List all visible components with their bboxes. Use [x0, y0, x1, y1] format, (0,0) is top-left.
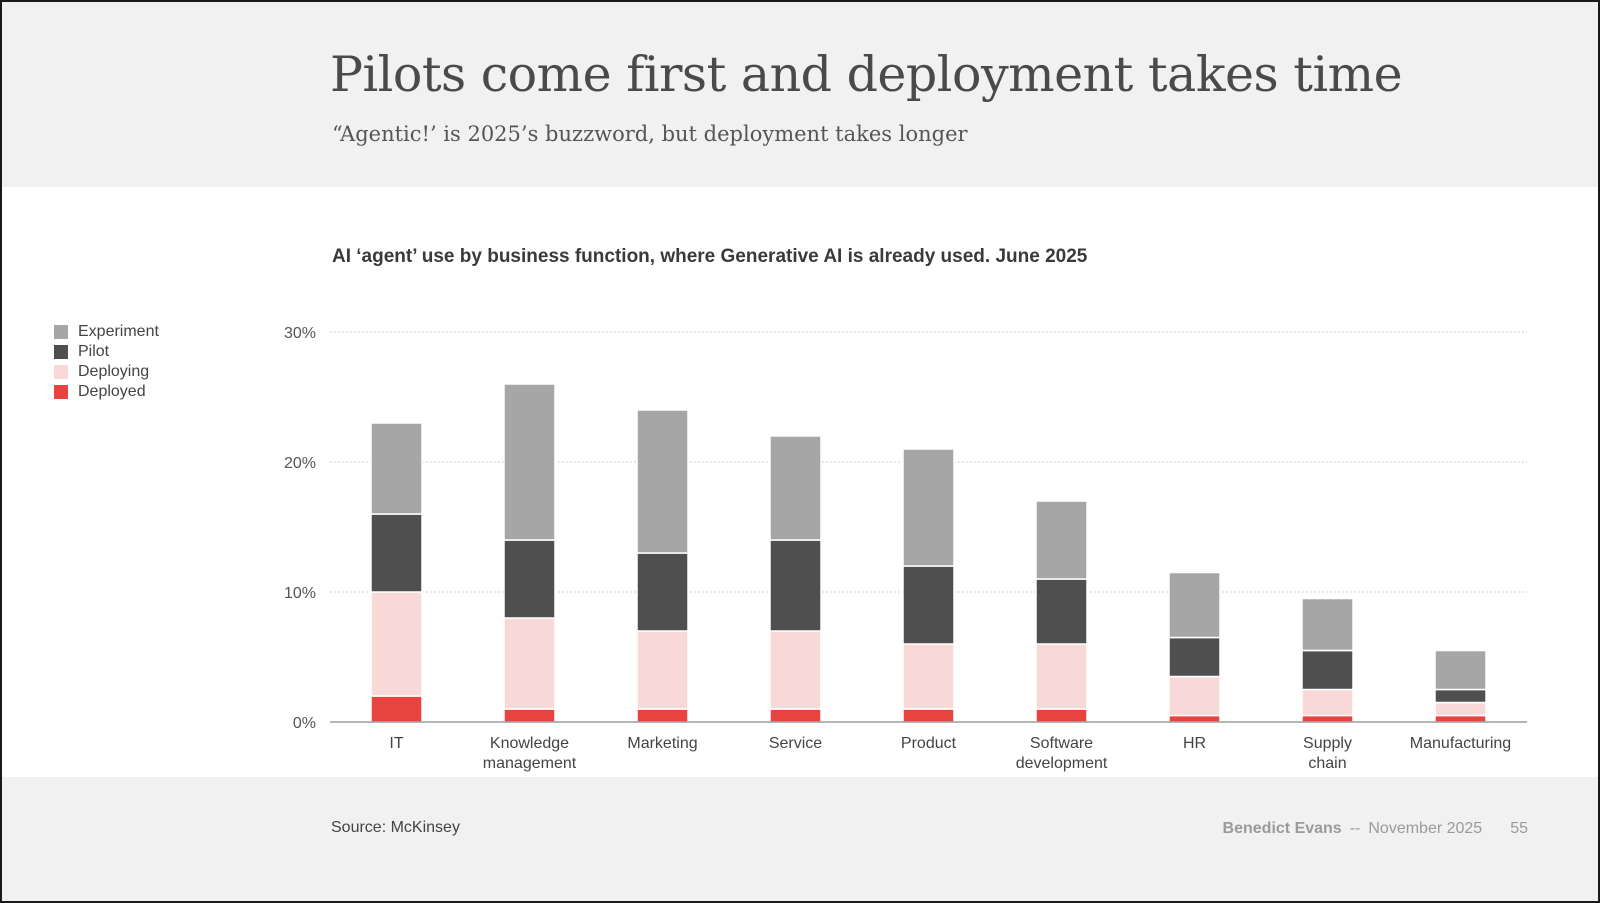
bar-segment-experiment	[1434, 649, 1487, 691]
page-number: 55	[1510, 820, 1528, 837]
legend-swatch-deployed	[54, 385, 68, 399]
footer-band: Source: McKinsey Benedict Evans -- Novembe…	[2, 777, 1598, 901]
source-note: Source: McKinsey	[331, 819, 460, 836]
x-category-label-line: chain	[1308, 755, 1346, 772]
bar-segment-experiment	[769, 435, 822, 541]
bar-segment-deploying	[1168, 675, 1221, 717]
header-band: Pilots come first and deployment takes t…	[2, 2, 1598, 187]
bar-segment-deploying	[370, 591, 423, 697]
bar-segment-pilot	[769, 539, 822, 632]
x-category-label-line: Product	[901, 735, 957, 752]
x-category-label-line: Software	[1030, 735, 1093, 752]
y-tick-label: 10%	[284, 585, 316, 602]
y-tick-label: 30%	[284, 325, 316, 342]
x-category-label-line: management	[483, 755, 577, 772]
legend-label-pilot: Pilot	[78, 343, 110, 360]
x-category-label: Marketing	[627, 735, 697, 752]
bar-segment-experiment	[1301, 597, 1354, 652]
bar-segment-deployed	[1168, 714, 1221, 723]
legend-item-deploying: Deploying	[54, 362, 159, 382]
bar-segment-pilot	[370, 513, 423, 593]
bar-segment-pilot	[1301, 649, 1354, 691]
bar-segment-experiment	[636, 409, 689, 554]
bar-segment-experiment	[503, 383, 556, 541]
legend-swatch-deploying	[54, 365, 68, 379]
y-tick-label: 0%	[293, 715, 316, 732]
bar-segment-pilot	[636, 552, 689, 632]
bar-segment-pilot	[503, 539, 556, 619]
bar-segment-deployed	[902, 708, 955, 723]
chart-title: AI ‘agent’ use by business function, whe…	[332, 246, 1088, 267]
x-category-label-line: IT	[389, 735, 403, 752]
bar-segment-experiment	[1035, 500, 1088, 580]
x-category-label: Product	[901, 735, 957, 752]
bar-segment-deployed	[1035, 708, 1088, 723]
x-category-label-line: Service	[769, 735, 822, 752]
bar-segment-deployed	[1301, 714, 1354, 723]
bar-segment-pilot	[902, 565, 955, 645]
legend-item-pilot: Pilot	[54, 342, 159, 362]
legend-swatch-pilot	[54, 345, 68, 359]
author-name: Benedict Evans	[1222, 820, 1342, 837]
x-category-label-line: development	[1016, 755, 1108, 772]
x-category-label-line: HR	[1183, 735, 1206, 752]
publication-date: November 2025	[1368, 820, 1483, 837]
bar-segment-experiment	[902, 448, 955, 567]
x-category-label: Supply chain	[1303, 735, 1352, 772]
legend-item-deployed: Deployed	[54, 382, 159, 402]
x-category-label-line: Manufacturing	[1410, 735, 1511, 752]
bar-segment-deploying	[902, 643, 955, 710]
bar-segment-pilot	[1035, 578, 1088, 645]
bar-segment-deployed	[769, 708, 822, 723]
bar-segment-deploying	[1434, 701, 1487, 717]
bar-segment-experiment	[1168, 571, 1221, 639]
legend-swatch-experiment	[54, 325, 68, 339]
x-category-label-line: Marketing	[627, 735, 697, 752]
x-category-label: Service	[769, 735, 822, 752]
bar-segment-deploying	[636, 630, 689, 710]
legend-item-experiment: Experiment	[54, 322, 159, 342]
chart-legend: Experiment Pilot Deploying Deployed	[54, 322, 159, 402]
credit-separator: --	[1349, 820, 1361, 837]
credit-line: Benedict Evans -- November 2025 55	[1223, 820, 1528, 838]
bar-segment-deployed	[503, 708, 556, 723]
bar-segment-deploying	[1035, 643, 1088, 710]
page-title: Pilots come first and deployment takes t…	[330, 46, 1403, 103]
bar-segment-pilot	[1434, 688, 1487, 704]
legend-label-deployed: Deployed	[78, 383, 146, 400]
legend-label-deploying: Deploying	[78, 363, 150, 380]
x-category-label: Knowledge management	[483, 735, 577, 772]
bar-segment-pilot	[1168, 636, 1221, 678]
bar-segment-deployed	[370, 695, 423, 723]
bar-segment-deploying	[769, 630, 822, 710]
bar-segment-deployed	[1434, 714, 1487, 723]
x-category-label: HR	[1183, 735, 1206, 752]
bar-segment-deployed	[636, 708, 689, 723]
x-category-label: Manufacturing	[1410, 735, 1511, 752]
legend-label-experiment: Experiment	[78, 323, 159, 340]
x-category-label-line: Supply	[1303, 735, 1352, 752]
bar-segment-deploying	[503, 617, 556, 710]
page-subtitle: “Agentic!’ is 2025’s buzzword, but deplo…	[332, 122, 968, 146]
bar-segment-experiment	[370, 422, 423, 515]
bar-segment-deploying	[1301, 688, 1354, 717]
x-category-label: IT	[389, 735, 403, 752]
y-tick-label: 20%	[284, 455, 316, 472]
x-category-label-line: Knowledge	[490, 735, 569, 752]
x-category-label: Software development	[1016, 735, 1108, 772]
